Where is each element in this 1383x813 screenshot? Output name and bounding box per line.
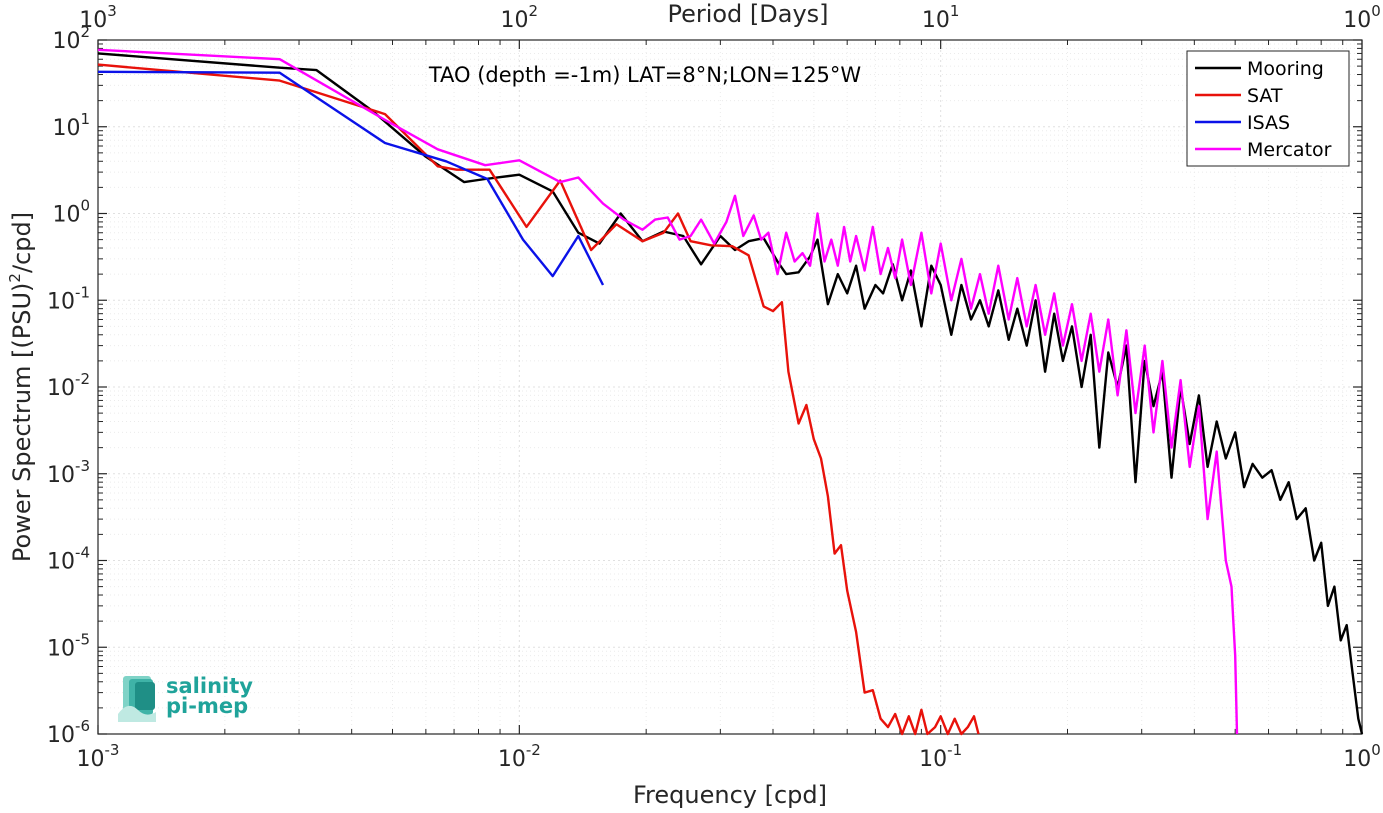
series-layer	[97, 48, 1364, 736]
y-tick-label: 10-1	[47, 283, 90, 314]
top-x-tick-label: 100	[1343, 2, 1381, 33]
x-tick-label: 10-1	[919, 741, 962, 772]
y-axis-label-suffix: /cpd]	[8, 212, 36, 273]
series-line-isas	[97, 70, 605, 286]
top-x-tick-label: 103	[79, 2, 117, 33]
axis-ticks	[97, 39, 1363, 735]
logo-text-pimep: pi-mep	[166, 694, 248, 718]
legend-label-mooring: Mooring	[1247, 58, 1324, 80]
top-x-axis-label: Period [Days]	[667, 0, 828, 28]
chart-title: TAO (depth =-1m) LAT=8°N;LON=125°W	[428, 63, 862, 87]
logo-text-salinity: salinity	[166, 674, 253, 698]
y-axis-label-main: Power Spectrum [(PSU)	[8, 283, 36, 562]
y-axis-label-superscript: 2	[6, 273, 24, 283]
top-x-tick-label: 101	[922, 2, 960, 33]
y-axis-label: Power Spectrum [(PSU)2/cpd]	[6, 212, 36, 562]
major-grid	[97, 39, 1363, 735]
y-tick-label: 10-6	[47, 717, 90, 748]
y-tick-label: 10-2	[47, 370, 90, 401]
legend: Mooring SAT ISAS Mercator	[1186, 50, 1350, 167]
x-tick-label: 100	[1343, 741, 1381, 772]
minor-grid	[98, 40, 1362, 734]
wave-logo-icon	[118, 676, 156, 722]
series-line-sat	[97, 63, 980, 736]
x-tick-label: 10-2	[498, 741, 541, 772]
salinity-pimep-logo: salinity pi-mep	[118, 674, 253, 722]
top-x-tick-label: 102	[501, 2, 539, 33]
y-tick-label: 10-5	[47, 630, 90, 661]
legend-label-mercator: Mercator	[1247, 139, 1332, 161]
y-tick-label: 10-4	[47, 544, 90, 575]
x-axis-label: Frequency [cpd]	[633, 781, 827, 809]
legend-box	[1186, 50, 1350, 167]
series-line-mercator	[97, 48, 1239, 735]
legend-label-isas: ISAS	[1247, 112, 1290, 134]
series-line-mooring	[97, 52, 1364, 735]
y-tick-label: 101	[52, 110, 90, 141]
legend-label-sat: SAT	[1247, 85, 1283, 107]
y-tick-label: 100	[52, 197, 90, 228]
x-tick-label: 10-3	[77, 741, 120, 772]
y-tick-label: 10-3	[47, 457, 90, 488]
y-tick-label: 102	[52, 23, 90, 54]
